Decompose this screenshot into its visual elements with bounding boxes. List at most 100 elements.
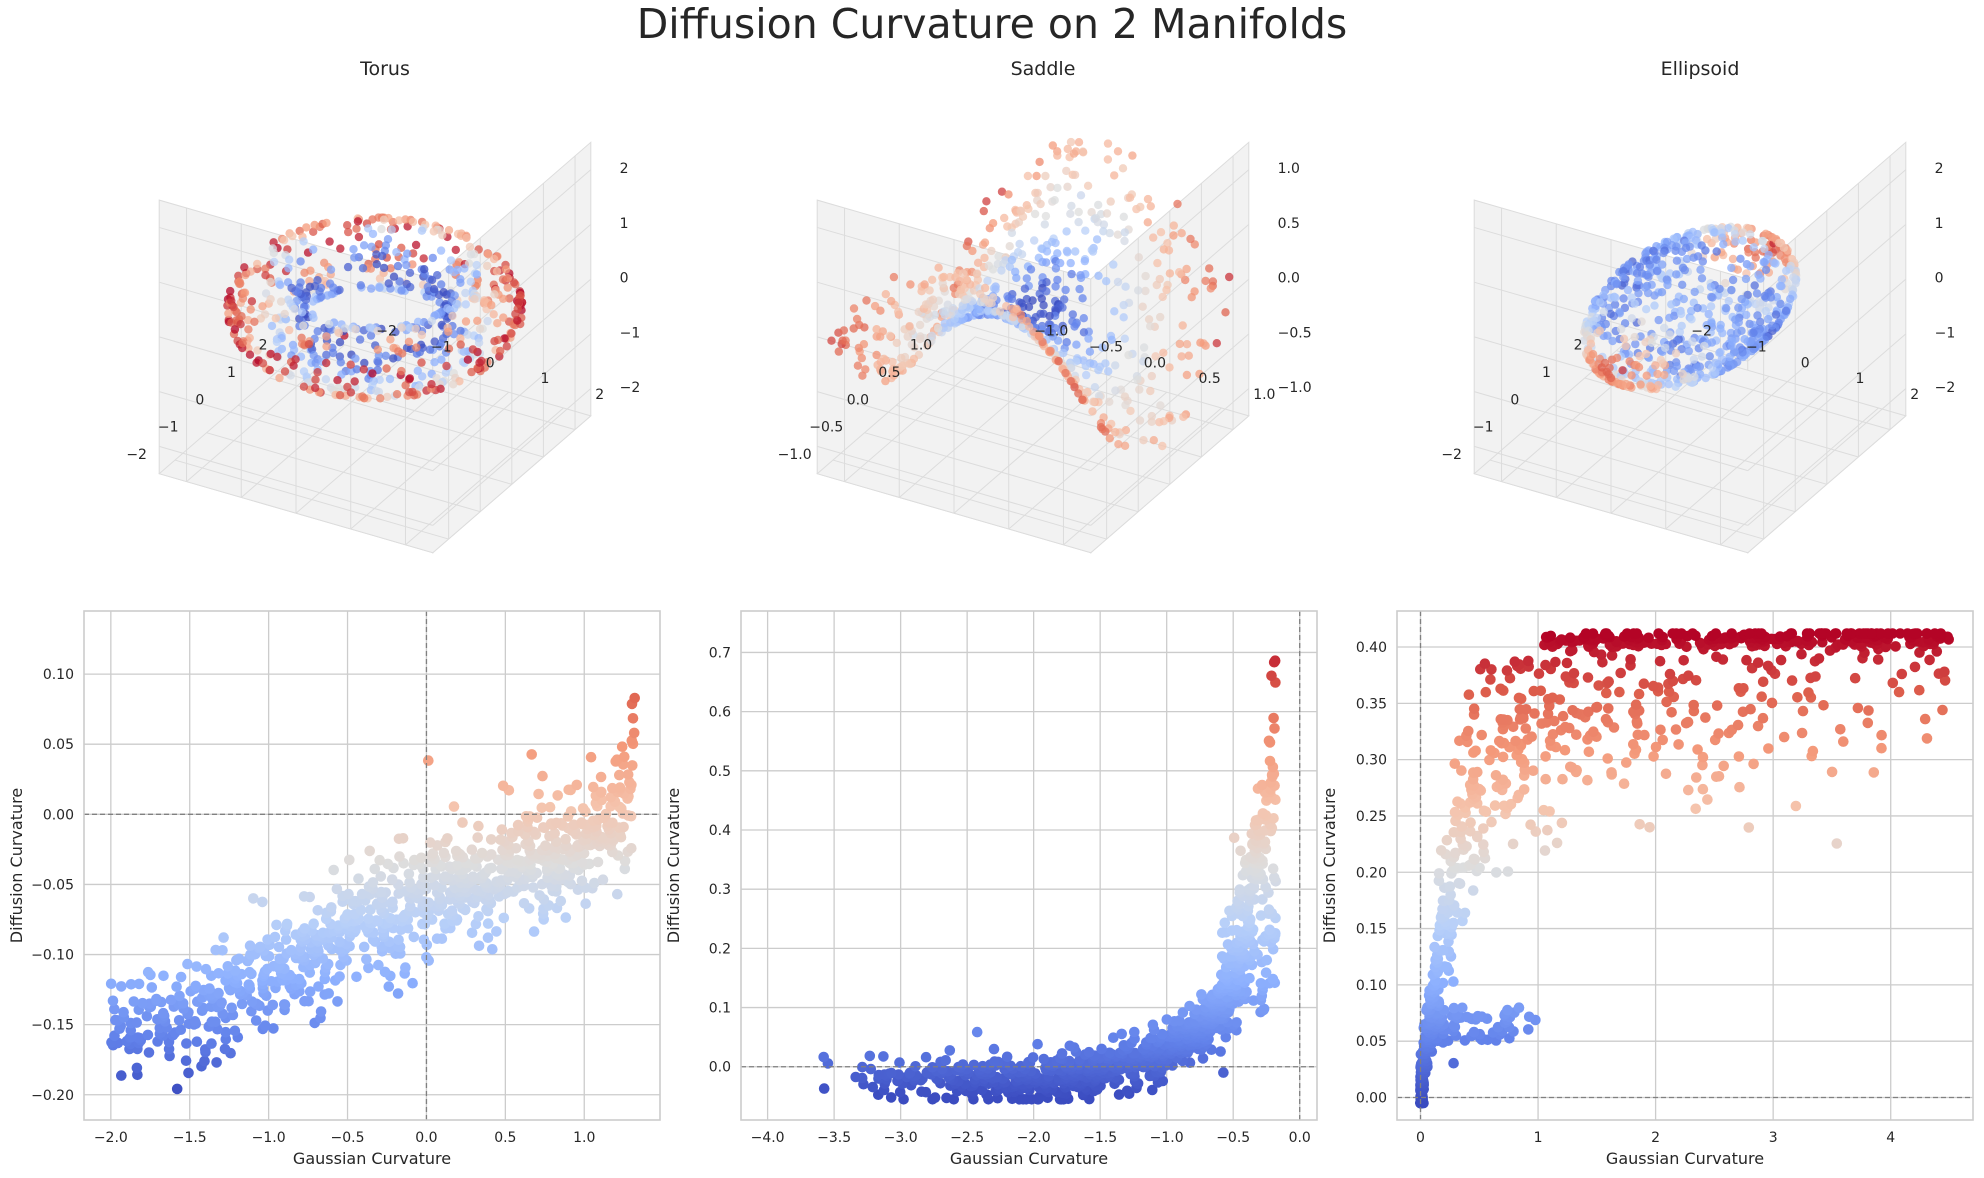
scatter3d-point: [1749, 243, 1758, 252]
scatter-point: [1463, 725, 1474, 737]
axes-frame: [83, 610, 661, 1121]
z-tick-label: 1: [1935, 216, 1944, 232]
scatter3d-point: [930, 310, 940, 319]
scatter-point: [109, 1003, 120, 1015]
saddle-3d-panel: Saddle−1.0−0.50.00.51.0−1.0−0.50.00.51.0…: [778, 58, 1312, 554]
scatter-point: [308, 918, 320, 929]
scatter-point: [1231, 924, 1242, 936]
x-tick-label: 2: [259, 338, 268, 354]
y-tick-label: 0.5: [1198, 371, 1220, 387]
scatter3d-point: [1067, 201, 1076, 211]
scatter3d-point: [1717, 354, 1727, 364]
scatter-point: [1538, 804, 1549, 816]
scatter-point: [1064, 1040, 1076, 1052]
scatter3d-point: [940, 319, 949, 328]
scatter3d-point: [311, 358, 320, 368]
scatter3d-point: [473, 316, 482, 325]
scatter3d-point: [1143, 218, 1153, 227]
scatter3d-point: [1608, 336, 1617, 346]
scatter-point: [1602, 753, 1613, 764]
scatter3d-point: [1051, 238, 1060, 248]
scatter3d-point: [1109, 260, 1118, 269]
scatter-point: [1601, 687, 1612, 699]
scatter3d-point: [1018, 212, 1028, 221]
scatter3d-point: [1066, 209, 1075, 218]
scatter3d-point: [265, 366, 274, 375]
scatter3d-point: [1196, 338, 1205, 347]
scatter3d-point: [313, 327, 322, 336]
scatter-point: [1654, 655, 1666, 667]
x-tick-label: 0: [195, 392, 204, 408]
scatter3d-point: [402, 279, 411, 289]
scatter-point: [387, 896, 398, 908]
scatter3d-point: [988, 219, 998, 228]
x-tick-label: −1.0: [1150, 1130, 1184, 1146]
scatter3d-point: [1120, 392, 1130, 401]
scatter-point: [1628, 739, 1639, 750]
scatter3d-point: [1653, 369, 1662, 379]
scatter3d-point: [1005, 242, 1014, 251]
scatter-point: [1449, 758, 1461, 769]
scatter3d-point: [269, 248, 278, 258]
scatter3d-point: [1096, 423, 1106, 432]
scatter3d-point: [1165, 269, 1175, 278]
scatter-point: [526, 749, 537, 760]
scatter3d-point: [939, 272, 949, 282]
scatter3d-point: [839, 326, 849, 335]
scatter3d-point: [1687, 306, 1696, 316]
scatter-point: [1937, 704, 1948, 716]
scatter3d-point: [267, 321, 277, 331]
x-tick-label: −0.5: [1216, 1130, 1250, 1146]
scatter-point: [1778, 731, 1790, 743]
scatter-point: [1648, 680, 1659, 692]
scatter-point: [397, 833, 409, 844]
scatter3d-point: [449, 380, 458, 389]
subplot-title: Saddle: [1011, 58, 1076, 80]
scatter3d-point: [475, 358, 484, 367]
scatter-point: [142, 966, 154, 978]
scatter3d-point: [1712, 247, 1721, 256]
scatter3d-point: [1623, 285, 1633, 295]
scatter3d-point: [391, 327, 400, 337]
scatter3d-point: [1693, 303, 1702, 313]
scatter3d-point: [456, 278, 465, 287]
y-tick-label: −0.5: [1089, 340, 1123, 356]
scatter-point: [988, 1043, 1000, 1055]
scatter3d-point: [1701, 373, 1710, 383]
scatter-point: [1435, 845, 1447, 856]
scatter3d-point: [468, 345, 478, 354]
scatter3d-point: [351, 325, 360, 334]
x-tick-label: −1: [158, 420, 179, 436]
scatter-point: [1713, 728, 1724, 739]
pane-grid-line: [1665, 391, 1825, 530]
scatter-point: [173, 1015, 185, 1026]
scatter3d-point: [859, 340, 869, 349]
scatter-point: [386, 874, 398, 885]
scatter-point: [534, 890, 545, 901]
y-tick-label: −2: [1691, 324, 1712, 340]
scatter-point: [363, 913, 374, 925]
scatter-point: [1472, 766, 1483, 778]
scatter3d-point: [1037, 294, 1047, 303]
scatter-point: [497, 780, 509, 792]
scatter3d-point: [1159, 245, 1169, 254]
scatter-point: [577, 803, 589, 814]
subplot-title: Ellipsoid: [1661, 58, 1740, 80]
scatter3d-point: [1777, 275, 1787, 284]
scatter3d-point: [1103, 139, 1113, 148]
scatter3d-point: [1665, 330, 1674, 339]
scatter3d-point: [1041, 171, 1050, 181]
scatter-point: [1638, 678, 1650, 689]
scatter3d-point: [511, 309, 520, 319]
scatter-point: [1691, 772, 1702, 783]
scatter3d-point: [501, 265, 511, 274]
scatter3d-point: [888, 357, 897, 367]
scatter3d-point: [499, 313, 508, 322]
scatter3d-point: [1017, 250, 1027, 259]
scatter3d-point: [460, 264, 469, 273]
scatter3d-point: [441, 368, 451, 377]
scatter3d-point: [1103, 155, 1113, 164]
scatter-point: [279, 999, 290, 1010]
scatter3d-point: [997, 266, 1006, 275]
scatter3d-point: [350, 377, 359, 386]
